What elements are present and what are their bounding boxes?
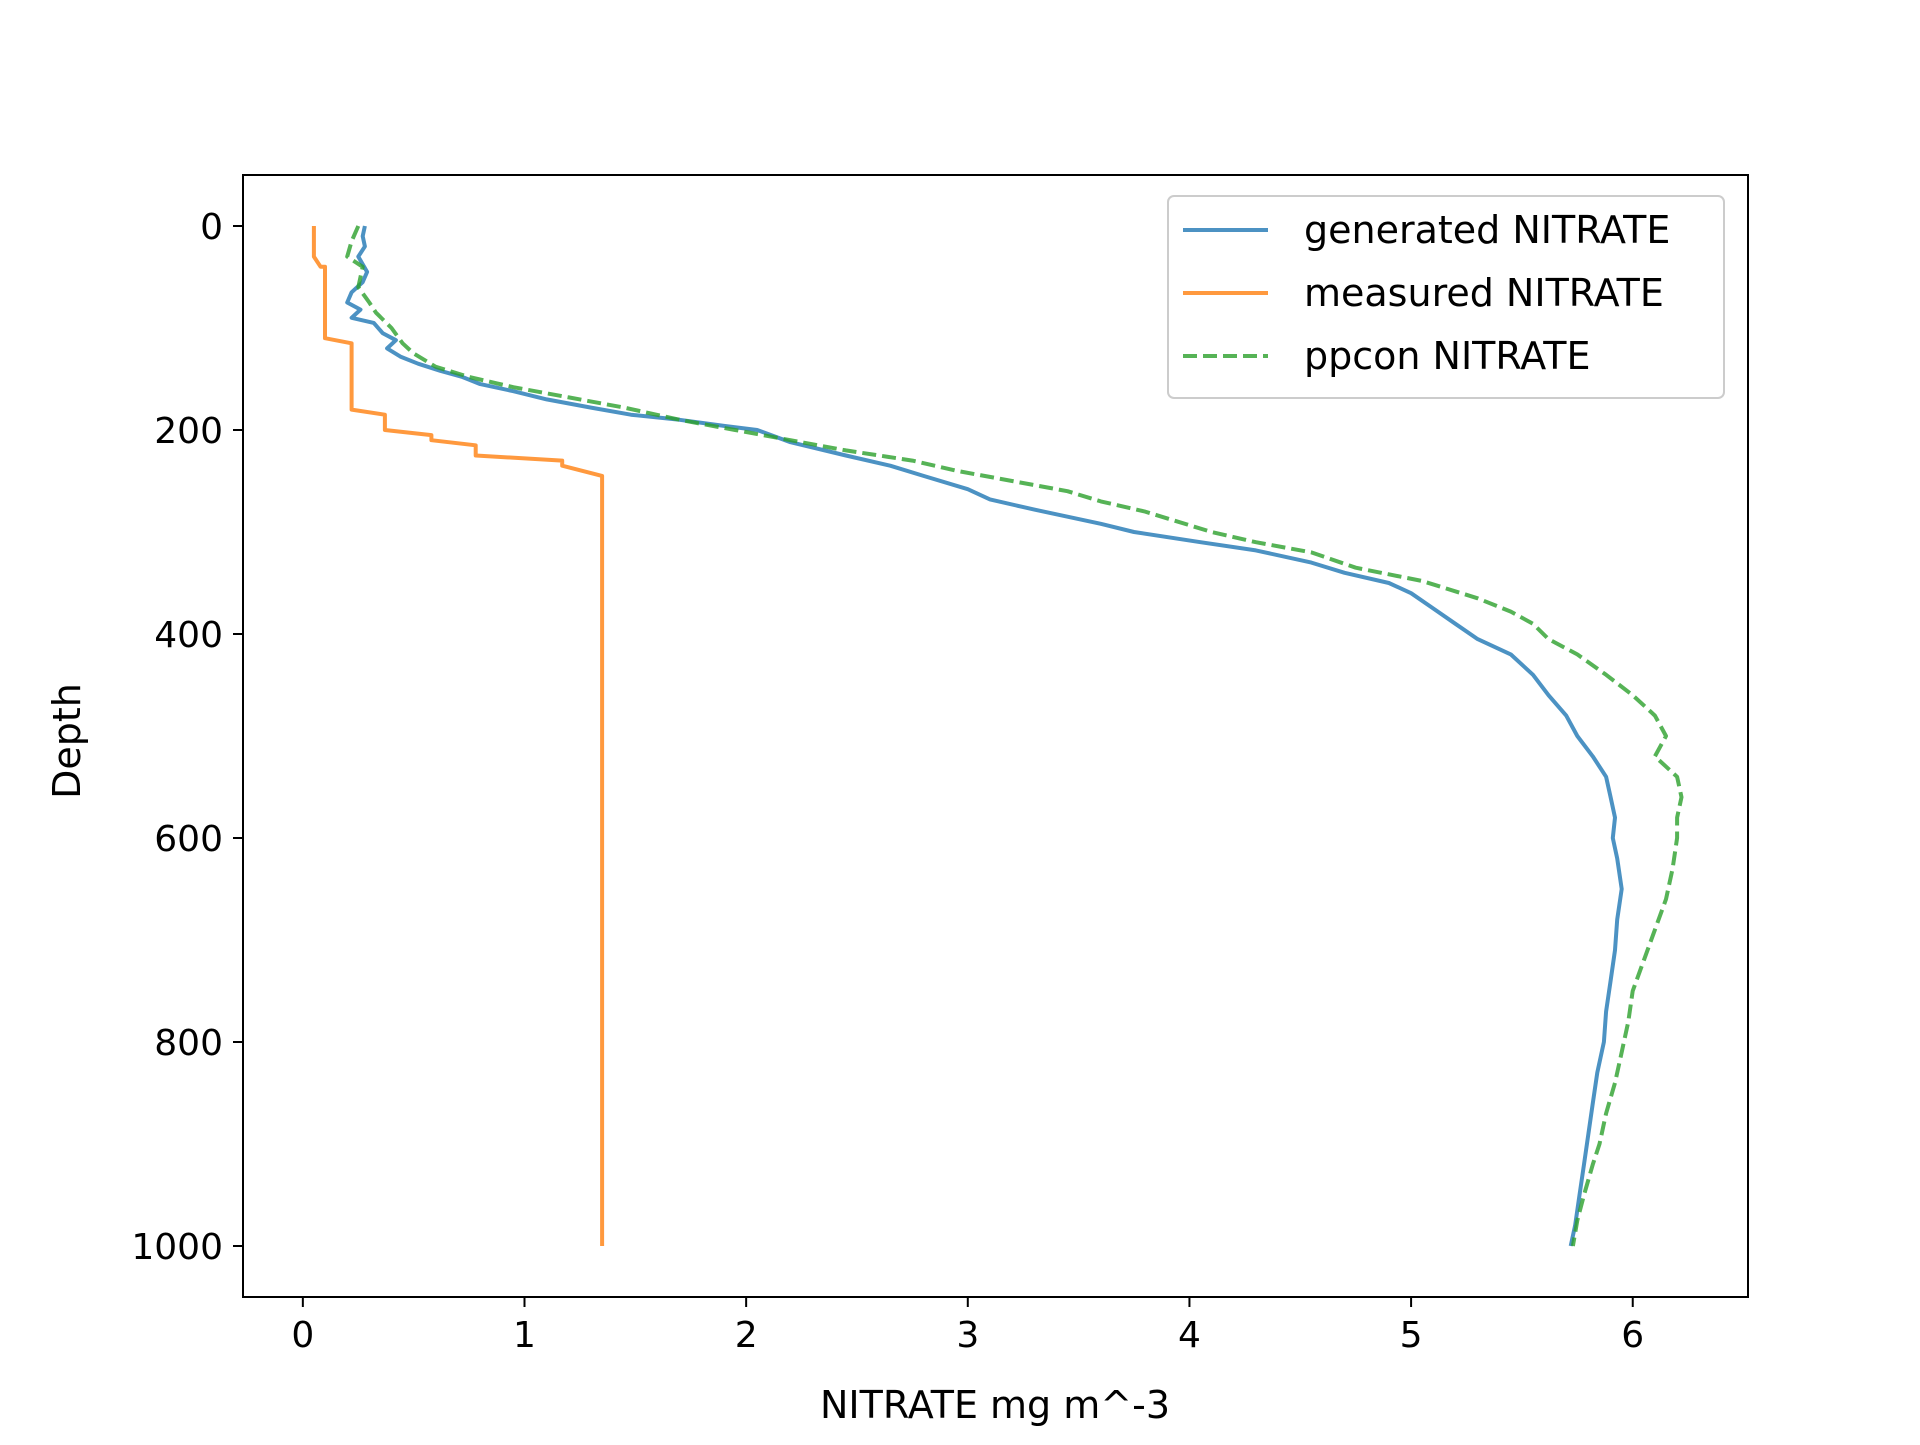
y-tick-label: 400: [154, 615, 223, 656]
y-tick-label: 1000: [131, 1227, 223, 1268]
legend-items: generated NITRATE measured NITRATE ppcon N…: [1183, 208, 1670, 378]
series-line-2: [311, 226, 605, 1246]
y-tick-label: 0: [200, 207, 223, 248]
x-tick-label: 3: [956, 1315, 979, 1356]
y-tick-label: 800: [154, 1023, 223, 1064]
y-tick-label: 200: [154, 411, 223, 452]
legend-box: [1167, 195, 1725, 399]
y-tick-label: 600: [154, 819, 223, 860]
legend-label-1: generated NITRATE: [1304, 208, 1670, 252]
x-tick-label: 1: [513, 1315, 536, 1356]
plot-frame: [242, 174, 1749, 1298]
x-tick-label: 2: [735, 1315, 758, 1356]
legend: generated NITRATE measured NITRATE ppcon N…: [1167, 195, 1725, 399]
x-tick-label: 5: [1400, 1315, 1423, 1356]
x-axis-label: NITRATE mg m^-3: [820, 1383, 1170, 1427]
y-axis-label: Depth: [45, 683, 89, 799]
legend-label-2: measured NITRATE: [1304, 271, 1664, 315]
x-tick-label: 0: [291, 1315, 314, 1356]
x-tick-label: 4: [1178, 1315, 1201, 1356]
legend-label-3: ppcon NITRATE: [1304, 334, 1591, 378]
series-layer: [311, 225, 1684, 1247]
series-line-1: [345, 225, 1624, 1247]
x-tick-label: 6: [1621, 1315, 1644, 1356]
y-axis-ticks: 0 200 400 600 800 1000: [131, 207, 243, 1268]
x-axis-ticks: 0 1 2 3 4 5 6: [291, 1297, 1644, 1356]
series-line-3: [345, 225, 1684, 1247]
